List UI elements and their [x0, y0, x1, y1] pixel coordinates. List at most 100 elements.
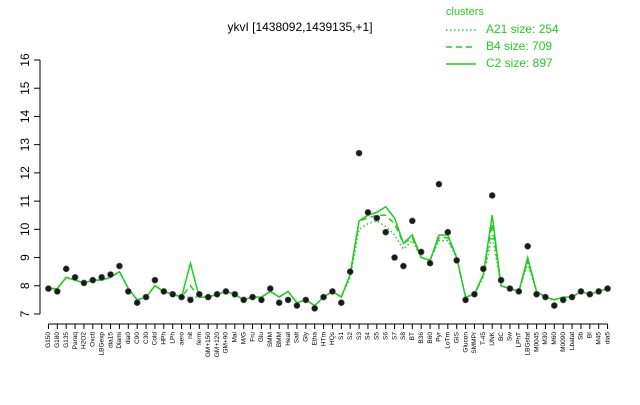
- x-tick-label: SMMPr: [471, 331, 478, 354]
- data-point: [444, 228, 452, 236]
- x-tick-label: S4: [365, 332, 372, 340]
- x-tick-label: GM+120: [214, 332, 221, 357]
- data-point: [98, 274, 105, 281]
- data-point: [125, 288, 132, 295]
- legend-label: A21 size: 254: [486, 22, 559, 36]
- legend-title: clusters: [446, 6, 484, 18]
- x-tick-label: M0045: [533, 332, 540, 352]
- data-point: [355, 149, 363, 157]
- data-point: [364, 209, 372, 216]
- x-tick-label: Mal: [232, 331, 239, 342]
- x-tick-label: M/G: [240, 332, 247, 344]
- x-tick-label: C90: [134, 332, 141, 344]
- data-point: [542, 293, 549, 301]
- x-tick-label: BC: [498, 332, 505, 341]
- data-point: [71, 274, 79, 281]
- x-tick-label: Sb: [578, 332, 585, 340]
- data-point: [151, 276, 159, 284]
- y-tick-label: 16: [18, 53, 32, 67]
- x-tick-label: BMM: [276, 332, 283, 347]
- data-point: [382, 228, 389, 236]
- x-tick-label: LPh: [169, 332, 176, 344]
- data-point: [497, 276, 505, 284]
- x-tick-label: aero: [178, 332, 185, 345]
- data-point: [559, 296, 567, 304]
- data-point: [142, 293, 150, 301]
- data-point: [329, 288, 336, 295]
- data-point: [187, 296, 194, 304]
- x-tick-label: S6: [382, 332, 389, 340]
- data-point: [231, 290, 239, 298]
- data-point: [267, 285, 274, 292]
- data-point: [480, 265, 487, 273]
- data-point: [346, 268, 354, 275]
- x-tick-label: dia5: [604, 332, 611, 345]
- x-tick-label: Heat: [285, 332, 292, 346]
- y-tick-label: 11: [18, 195, 32, 208]
- data-point: [515, 288, 523, 295]
- data-point: [284, 296, 292, 304]
- x-tick-label: LPhT: [516, 332, 523, 348]
- data-point: [107, 271, 114, 278]
- data-point: [462, 296, 469, 304]
- data-point: [524, 242, 531, 250]
- data-point: [275, 299, 283, 307]
- data-point: [568, 293, 576, 301]
- x-tick-label: Fru: [249, 332, 256, 342]
- data-point: [533, 290, 540, 298]
- x-tick-label: Lbatat: [569, 332, 576, 350]
- data-point: [506, 285, 514, 292]
- x-tick-label: GIS: [453, 331, 460, 343]
- x-tick-label: Paraq: [72, 332, 79, 350]
- y-tick-label: 9: [18, 254, 32, 261]
- data-point: [435, 180, 443, 188]
- data-point: [302, 296, 310, 304]
- data-point: [488, 192, 496, 199]
- x-tick-label: H2O2: [81, 332, 88, 349]
- data-point: [133, 299, 141, 307]
- x-tick-label: HPh: [161, 332, 168, 345]
- data-point: [196, 290, 203, 298]
- x-tick-label: LBGexp: [98, 332, 105, 356]
- x-tick-label: nit: [187, 332, 194, 339]
- x-tick-label: LBGstat: [524, 332, 531, 356]
- x-tick-label: S2: [347, 332, 354, 340]
- data-point: [311, 305, 318, 312]
- x-tick-label: S3: [356, 332, 363, 340]
- data-point: [409, 217, 416, 225]
- data-point: [595, 288, 602, 295]
- data-point: [373, 214, 381, 222]
- x-tick-label: Pyr: [436, 331, 443, 342]
- data-point: [471, 290, 478, 298]
- data-point: [62, 265, 70, 273]
- x-tick-label: dia15: [107, 332, 114, 348]
- x-tick-label: Gly: [303, 331, 310, 342]
- data-point: [391, 254, 398, 261]
- x-tick-label: Etha: [311, 332, 318, 346]
- x-tick-label: B60: [427, 332, 434, 344]
- data-point: [249, 293, 256, 301]
- data-point: [160, 288, 168, 295]
- x-tick-label: Salt: [294, 332, 301, 343]
- x-tick-label: Diami: [116, 332, 123, 349]
- y-tick-label: 8: [18, 282, 32, 289]
- data-point: [222, 288, 230, 295]
- data-point: [400, 262, 407, 270]
- y-tick-label: 13: [18, 138, 32, 152]
- x-tick-label: M45: [595, 332, 602, 345]
- data-point: [426, 259, 434, 267]
- data-point: [116, 262, 123, 270]
- x-tick-label: dia0: [125, 332, 132, 345]
- x-tick-label: G180: [54, 332, 61, 348]
- data-point: [169, 290, 176, 298]
- legend-label: C2 size: 897: [486, 56, 553, 70]
- x-tick-label: Sw: [507, 332, 514, 341]
- x-tick-label: GM+150: [205, 332, 212, 357]
- x-tick-label: S5: [374, 332, 381, 340]
- y-tick-label: 14: [18, 109, 32, 123]
- x-tick-label: S8: [400, 332, 407, 340]
- x-tick-label: GM+90: [223, 332, 230, 354]
- data-point: [204, 293, 212, 301]
- data-point: [577, 288, 585, 295]
- x-tick-label: Oxctl: [90, 331, 97, 346]
